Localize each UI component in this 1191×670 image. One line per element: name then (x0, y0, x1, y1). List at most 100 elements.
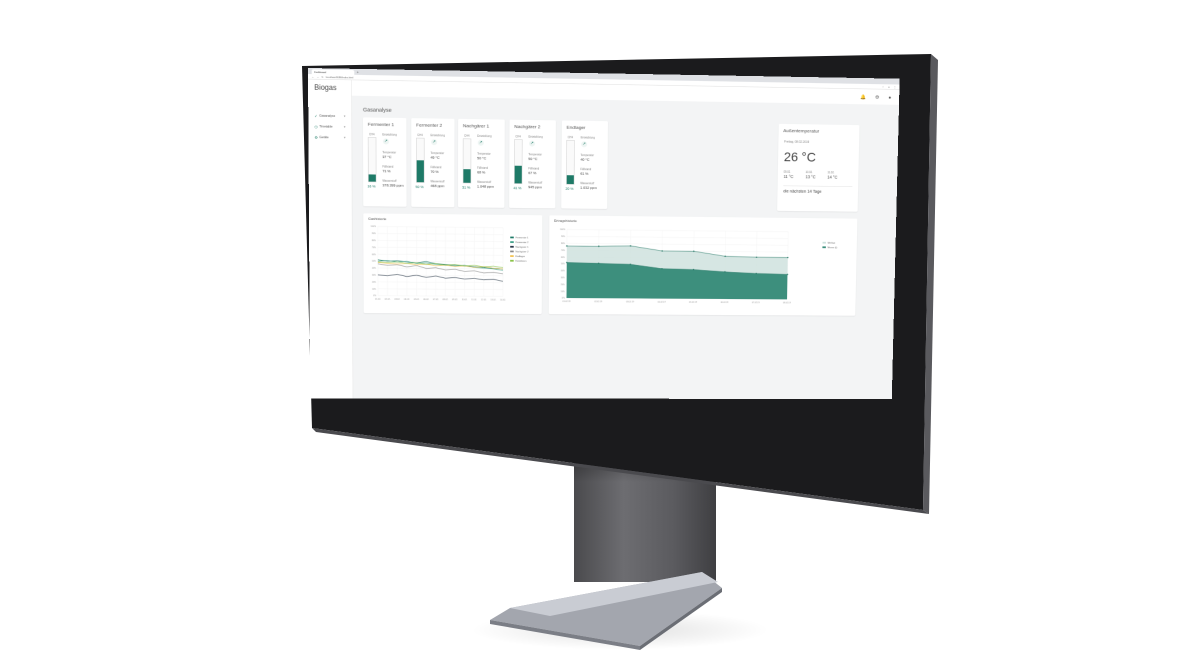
x-tick-label: 13.02. (490, 299, 496, 301)
sidebar-item-gasanalyse[interactable]: ✓ Gasanalyse ▾ (308, 111, 351, 122)
main-content: 🔔 ⚙ ● Gasanalyse Fermenter 1 CH4 16 % Entwi… (351, 80, 900, 399)
grid-line (378, 282, 503, 283)
chevron-down-icon: ▾ (343, 125, 346, 129)
y-tick-label: 10% (561, 291, 565, 293)
bell-icon[interactable]: 🔔 (860, 94, 866, 100)
ch4-label: CH4 (567, 135, 573, 139)
legend-item[interactable]: Nachgärer 2 (510, 250, 529, 254)
forecast-14-days-link[interactable]: die nächsten 14 Tage (783, 189, 822, 195)
tank-title: Nachgärer 1 (462, 123, 490, 129)
methane-percent: 31 % (462, 186, 471, 190)
x-tick-label: 06.02.19 (721, 302, 730, 304)
monitor-stand-base (490, 572, 722, 650)
grid-line (378, 247, 503, 248)
x-tick-label: 09.02. (452, 299, 458, 301)
legend-item[interactable]: Masse (t) (822, 246, 837, 249)
gas-history-card: Gashistorie 0% 10% 20% 30% 40% 50% 60% 70% 80% 90… (363, 213, 543, 315)
data-point (597, 262, 600, 265)
y-tick-label: 50% (561, 264, 565, 266)
grid-line (378, 254, 503, 255)
trend-up-icon: ↗ (382, 138, 389, 145)
yield-history-legend: Methan Masse (t) (822, 241, 837, 250)
trend-label: Entwicklung (528, 135, 543, 139)
reload-icon[interactable]: ↻ (321, 75, 324, 79)
legend-label: Fermenter 1 (515, 236, 529, 240)
weather-divider (783, 185, 853, 187)
legend-item[interactable]: Nachgärer 1 (510, 245, 529, 249)
sidebar-item-label: Geräte (319, 135, 329, 140)
forward-icon[interactable]: → (316, 75, 320, 79)
y-tick-label: 20% (372, 282, 376, 284)
menu-icon[interactable]: ⋮ (893, 85, 897, 89)
hydrogen-field: Wasserstoff 468 ppm (430, 179, 445, 189)
tank-card: Nachgärer 2 CH4 41 % Entwicklung ↗ Temperatur… (509, 119, 556, 209)
user-icon[interactable]: ● (888, 94, 892, 100)
x-tick-label: 08.02.19 (783, 302, 792, 304)
x-tick-label: 12.02. (481, 299, 487, 301)
hydrogen-field: Wasserstoff 378.399 ppm (382, 179, 404, 188)
legend-label: Kennlinien (515, 259, 527, 263)
forecast-day-2: 10.02. 13 °C (805, 170, 816, 180)
sidebar-item-timetable[interactable]: ◷ Timetable ▾ (308, 121, 351, 132)
x-tick-label: 04.02.19 (658, 302, 667, 304)
legend-label: Endlager (515, 254, 525, 258)
legend-item[interactable]: Fermenter 2 (510, 241, 528, 244)
methane-level-gauge (514, 139, 523, 185)
star-icon[interactable]: ☆ (882, 85, 885, 89)
methane-level-fill (566, 175, 574, 185)
grid-line (378, 296, 503, 297)
ch4-label: CH4 (515, 135, 521, 139)
yield-history-card: Ertragshistorie 0% 10% 20% 30% 40% 50% 60% 70% 8… (548, 215, 858, 316)
tank-title: Endlager (566, 124, 586, 131)
legend-swatch (510, 250, 514, 253)
legend-swatch (822, 241, 826, 244)
weather-card: Außentemperatur Freitag, 08.02.2019 26 °… (777, 123, 860, 212)
legend-label: Nachgärer 2 (515, 250, 529, 254)
y-tick-label: 70% (561, 250, 565, 252)
x-tick-label: 10.02. (462, 299, 468, 301)
new-tab-button[interactable]: + (356, 70, 359, 75)
fill-level-field: Füllstand 71 % (382, 165, 394, 174)
tank-card: Endlager CH4 20 % Entwicklung ↗ Temperatur 40 … (561, 120, 608, 209)
weather-title: Außentemperatur (783, 127, 820, 134)
data-point (566, 261, 568, 264)
grid-line (567, 230, 788, 232)
legend-item[interactable]: Fermenter 1 (510, 236, 528, 239)
tank-title: Fermenter 1 (367, 121, 395, 128)
weather-date: Freitag, 08.02.2019 (784, 140, 810, 145)
y-tick-label: 40% (372, 268, 376, 270)
temperature-field: Temperatur 50 °C (528, 152, 542, 162)
methane-percent: 41 % (513, 186, 522, 191)
grid-line (378, 275, 503, 276)
browser-tab[interactable]: Dashboard (311, 69, 355, 75)
x-tick-label: 05.02. (414, 299, 420, 301)
legend-item[interactable]: Methan (822, 241, 838, 244)
legend-item[interactable]: Endlager (510, 255, 528, 258)
back-icon[interactable]: ← (311, 74, 315, 79)
ch4-label: CH4 (369, 132, 375, 136)
tank-title: Nachgärer 2 (514, 123, 541, 130)
x-tick-label: 01.02.19 (562, 301, 571, 303)
chevron-down-icon: ▾ (343, 114, 346, 119)
y-tick-label: 80% (561, 243, 565, 245)
sidebar-item-ger-te[interactable]: ⚙ Geräte ▾ (308, 132, 351, 143)
data-point (566, 245, 568, 247)
y-tick-label: 10% (372, 289, 376, 291)
x-tick-label: 07.02.19 (752, 302, 761, 304)
legend-item[interactable]: Kennlinien (510, 259, 528, 262)
trend-label: Entwicklung (382, 133, 397, 137)
forecast-day-3: 11.02. 14 °C (827, 170, 838, 180)
grid-line (567, 243, 788, 245)
settings-icon[interactable]: ⚙ (875, 94, 880, 100)
methane-level-fill (416, 160, 424, 183)
y-tick-label: 20% (561, 284, 565, 286)
profile-icon[interactable]: ● (888, 85, 890, 89)
y-tick-label: 60% (372, 254, 376, 256)
ch4-label: CH4 (417, 133, 423, 137)
x-tick-label: 02.02.19 (594, 301, 603, 303)
legend-label: Nachgärer 1 (515, 245, 529, 249)
methane-level-gauge (416, 137, 425, 183)
sidebar: Biogas ✓ Gasanalyse ▾ ◷ Timetable ▾ ⚙ Geräte ▾ (308, 79, 354, 399)
tank-card: Fermenter 1 CH4 16 % Entwicklung ↗ Temperatur… (362, 117, 407, 207)
y-tick-label: 60% (561, 257, 565, 259)
